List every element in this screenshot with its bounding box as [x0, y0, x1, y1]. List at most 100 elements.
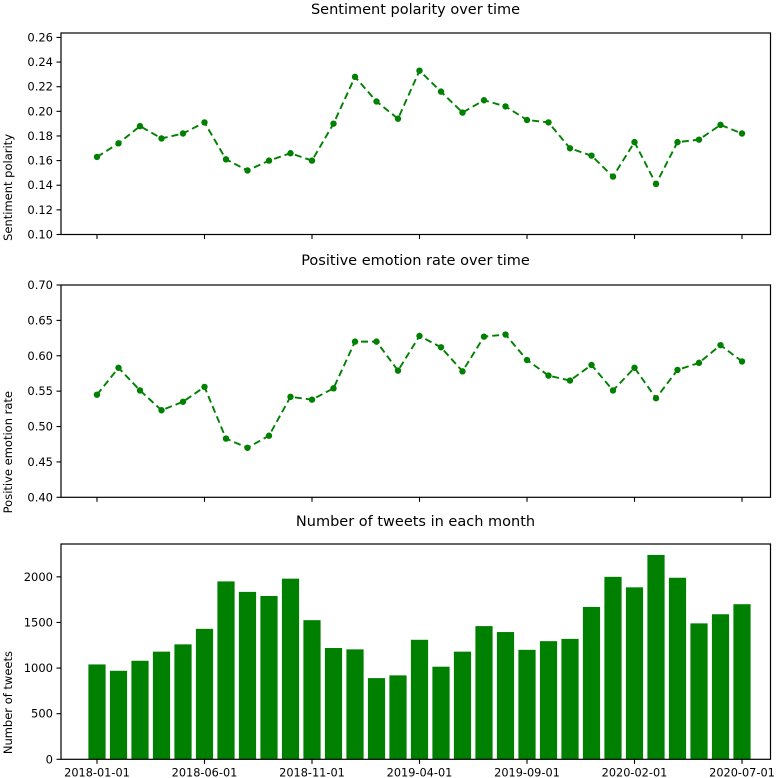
data-point	[115, 140, 122, 147]
data-point	[674, 366, 681, 374]
data-point	[158, 135, 165, 142]
bar	[432, 666, 450, 760]
x-tick-label: 2018-06-01	[172, 766, 238, 778]
data-point	[566, 145, 574, 152]
y-tick-label: 0	[46, 752, 53, 766]
data-point	[136, 122, 144, 130]
y-tick-label: 0.20	[27, 104, 53, 118]
bar	[367, 678, 386, 760]
bar	[410, 639, 429, 760]
data-point	[222, 156, 230, 163]
bar	[733, 604, 751, 760]
data-point	[738, 130, 746, 137]
data-point	[330, 385, 337, 392]
bar	[647, 554, 665, 760]
data-point	[652, 395, 660, 402]
bar	[109, 670, 128, 760]
data-point	[179, 398, 187, 405]
x-tick-label: 2018-11-01	[279, 766, 345, 778]
x-tick-label: 2019-04-01	[387, 766, 453, 778]
data-point	[93, 391, 101, 398]
bar	[346, 649, 364, 760]
bar	[690, 623, 708, 760]
axes-border	[60, 284, 772, 498]
data-point	[717, 121, 724, 129]
data-point	[351, 73, 359, 81]
data-point	[631, 364, 638, 371]
y-tick-label: 1000	[24, 661, 53, 675]
data-point	[695, 359, 703, 367]
bar	[324, 648, 343, 760]
data-point	[695, 136, 703, 143]
data-point	[609, 173, 617, 180]
data-point	[201, 119, 208, 126]
data-point	[244, 167, 251, 174]
y-tick-label: 0.26	[27, 30, 53, 44]
data-point	[222, 435, 230, 442]
data-point	[265, 157, 273, 164]
bar	[389, 675, 407, 760]
bar	[88, 664, 106, 760]
data-point	[459, 109, 466, 116]
data-point	[545, 119, 552, 126]
data-point	[652, 180, 660, 188]
data-point	[115, 364, 122, 371]
bar	[604, 576, 622, 760]
data-point	[394, 367, 402, 374]
bar	[539, 641, 558, 760]
data-point	[308, 157, 316, 164]
y-tick-label: 0.60	[27, 349, 53, 363]
y-tick-label: 0.12	[27, 203, 53, 217]
data-point	[545, 372, 552, 379]
bar	[496, 632, 515, 760]
data-point	[416, 332, 423, 340]
bar	[711, 614, 730, 760]
data-point	[502, 331, 509, 338]
data-point	[136, 387, 144, 394]
data-point	[523, 356, 531, 364]
bar	[238, 591, 257, 760]
bar	[260, 596, 278, 760]
data-line	[96, 69, 743, 187]
chart3-title: Number of tweets in each month	[295, 514, 536, 530]
bar	[668, 577, 687, 760]
data-point	[717, 341, 724, 349]
data-point	[351, 338, 359, 345]
y-tick-label: 0.65	[27, 313, 53, 327]
data-point	[588, 152, 595, 159]
bar	[518, 649, 536, 760]
data-point	[308, 396, 316, 403]
data-line	[96, 333, 743, 449]
data-point	[674, 138, 681, 146]
data-point	[631, 138, 638, 146]
data-point	[502, 103, 509, 110]
y-tick-label: 0.10	[27, 228, 53, 242]
y-tick-label: 0.14	[27, 178, 53, 192]
axes-border	[60, 32, 772, 236]
bar	[303, 620, 321, 760]
data-point	[158, 407, 165, 414]
data-point	[394, 115, 402, 122]
x-tick-label: 2020-07-01	[709, 766, 775, 778]
data-point	[244, 444, 251, 451]
axes-border	[60, 543, 772, 760]
y-tick-label: 500	[31, 707, 53, 721]
y-tick-label: 1500	[24, 615, 53, 629]
y-tick-label: 0.55	[27, 384, 53, 398]
y-tick-label: 0.22	[27, 80, 53, 94]
bar	[217, 581, 235, 760]
y-tick-label: 0.40	[27, 490, 53, 504]
x-tick-label: 2020-02-01	[602, 766, 668, 778]
y-tick-label: 2000	[24, 570, 53, 584]
data-point	[373, 338, 380, 345]
data-point	[480, 333, 488, 340]
data-point	[287, 393, 294, 401]
data-point	[330, 120, 337, 127]
data-point	[179, 130, 187, 137]
data-point	[437, 88, 445, 95]
bar	[131, 660, 149, 760]
data-point	[416, 67, 423, 74]
x-tick-label: 2018-01-01	[64, 766, 130, 778]
data-point	[588, 361, 595, 369]
